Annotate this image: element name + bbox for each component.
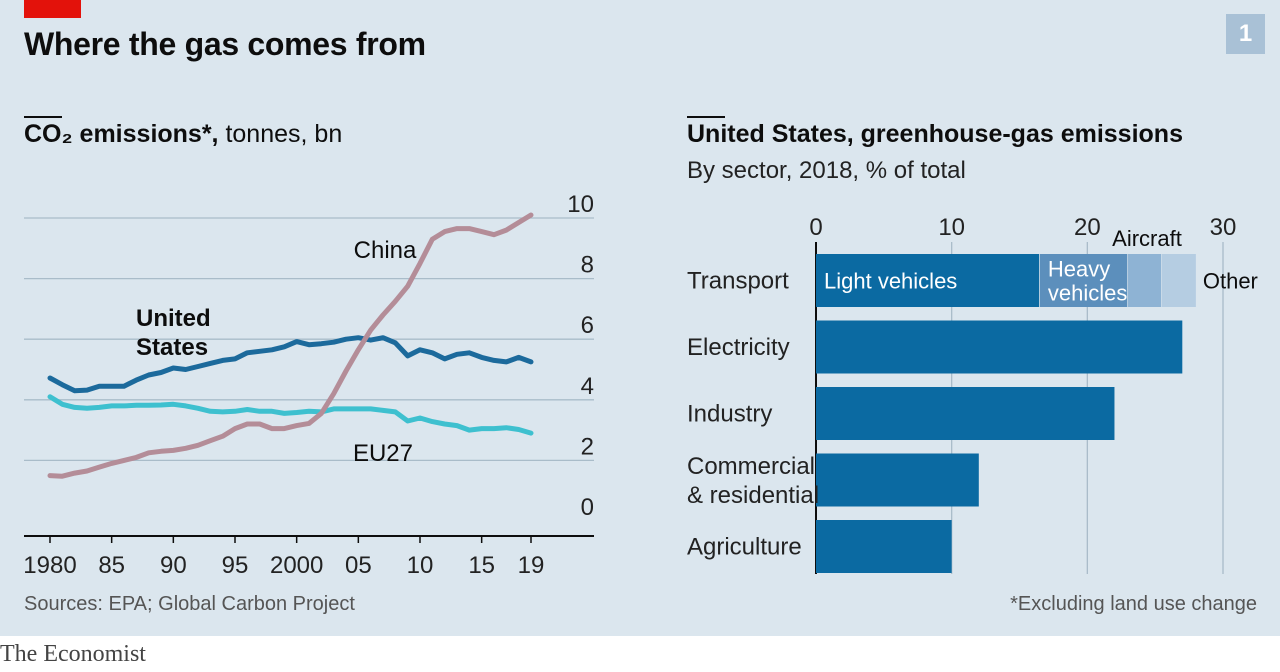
footnote: *Excluding land use change: [1010, 593, 1257, 615]
bar-chart-category-labels: Transport Electricity Industry Commercial & …: [687, 268, 819, 561]
x-tick-label: 0: [809, 214, 822, 241]
economist-logo-text: The Economist: [0, 641, 146, 667]
bar-agriculture: [816, 520, 952, 573]
category-label: Industry: [687, 401, 772, 428]
category-label-line: Commercial: [687, 453, 815, 480]
x-tick-label: 19: [518, 552, 545, 579]
bar-segment-label-line: Light vehicles: [824, 269, 957, 294]
bar-segment-label-line: Heavy: [1048, 257, 1110, 282]
left-chart-title-units: tonnes, bn: [218, 120, 343, 148]
bar-chart: 0 10 20 30 Light vehicles Heavy vehicles Aircr…: [687, 214, 1258, 574]
category-label: Electricity: [687, 334, 790, 361]
x-tick-label: 15: [468, 552, 495, 579]
source-note: Sources: EPA; Global Carbon Project: [24, 593, 355, 615]
left-chart-title-bold: CO₂ emissions*,: [24, 120, 219, 148]
category-label-line: Transport: [687, 268, 789, 295]
bar-segment-aircraft: [1128, 254, 1162, 307]
y-tick-label: 0: [581, 494, 594, 521]
bar-segment-label: Heavy vehicles: [1048, 257, 1127, 306]
page-title: Where the gas comes from: [24, 26, 426, 62]
x-tick-label: 85: [98, 552, 125, 579]
line-chart-series-labels: China United States EU27: [136, 237, 417, 467]
chart-panel: [0, 0, 1280, 636]
y-tick-label: 6: [581, 312, 594, 339]
series-label-united-states-line1: United: [136, 305, 211, 332]
bar-segment-heavy-vehicles: [1039, 254, 1129, 307]
brand-red-tag: [24, 0, 81, 18]
category-label-line: Industry: [687, 401, 772, 428]
right-chart-rule: [687, 116, 725, 118]
bar-industry: [816, 387, 1115, 440]
right-chart-title: United States, greenhouse-gas emissions: [687, 120, 1183, 148]
line-chart-series: [47, 212, 534, 479]
series-label-united-states: United States: [136, 305, 217, 361]
x-tick-label: 20: [1074, 214, 1101, 241]
series-line-china: [47, 212, 534, 479]
bar-segment-label-line: vehicles: [1048, 281, 1127, 306]
x-tick-label: 30: [1210, 214, 1237, 241]
x-tick-label: 95: [222, 552, 249, 579]
bar-segment-label-line: Other: [1203, 269, 1258, 294]
category-label-line: Agriculture: [687, 534, 802, 561]
x-tick-label: 2000: [270, 552, 323, 579]
chart-number-badge: 1: [1226, 14, 1265, 54]
y-tick-label: 8: [581, 252, 594, 279]
category-label: Commercial & residential: [687, 453, 819, 509]
series-label-united-states-line2: States: [136, 334, 208, 361]
bar-segment-label: Light vehicles: [824, 269, 957, 294]
left-chart-title: CO₂ emissions*, tonnes, bn: [24, 120, 342, 149]
y-tick-label: 2: [581, 433, 594, 460]
left-chart-rule: [24, 116, 62, 118]
bar-segment-label-line: Aircraft: [1112, 226, 1182, 251]
x-tick-label: 10: [407, 552, 434, 579]
bar-segment-label: Aircraft: [1112, 226, 1182, 251]
bar-segment-label: Other: [1203, 269, 1258, 294]
bar-electricity: [816, 320, 1183, 374]
x-tick-label: 10: [938, 214, 965, 241]
bar-commercial-residential: [816, 453, 979, 507]
y-tick-label: 4: [581, 373, 594, 400]
line-chart-grid: 0 2 4 6 8 10 1980 85 90 95 2000 05 10 15 19: [23, 191, 594, 579]
bar-segment-light-vehicles: [816, 254, 1040, 307]
bar-segment-other: [1161, 254, 1196, 307]
x-tick-label: 05: [345, 552, 372, 579]
series-label-china: China: [354, 237, 417, 264]
series-line-eu27: [47, 394, 534, 436]
category-label-line: & residential: [687, 482, 819, 509]
category-label: Agriculture: [687, 534, 802, 561]
category-label-line: Electricity: [687, 334, 790, 361]
bar-chart-bars: Light vehicles Heavy vehicles Aircraft Other: [816, 226, 1258, 573]
category-label: Transport: [687, 268, 789, 295]
series-line-united-states: [47, 335, 534, 394]
right-chart-subtitle: By sector, 2018, % of total: [687, 157, 966, 184]
series-label-eu27: EU27: [353, 440, 413, 467]
x-tick-label: 90: [160, 552, 187, 579]
x-tick-label: 1980: [23, 552, 76, 579]
line-chart: 0 2 4 6 8 10 1980 85 90 95 2000 05 10 15 19 China Unit…: [23, 191, 594, 579]
y-tick-label: 10: [567, 191, 594, 218]
